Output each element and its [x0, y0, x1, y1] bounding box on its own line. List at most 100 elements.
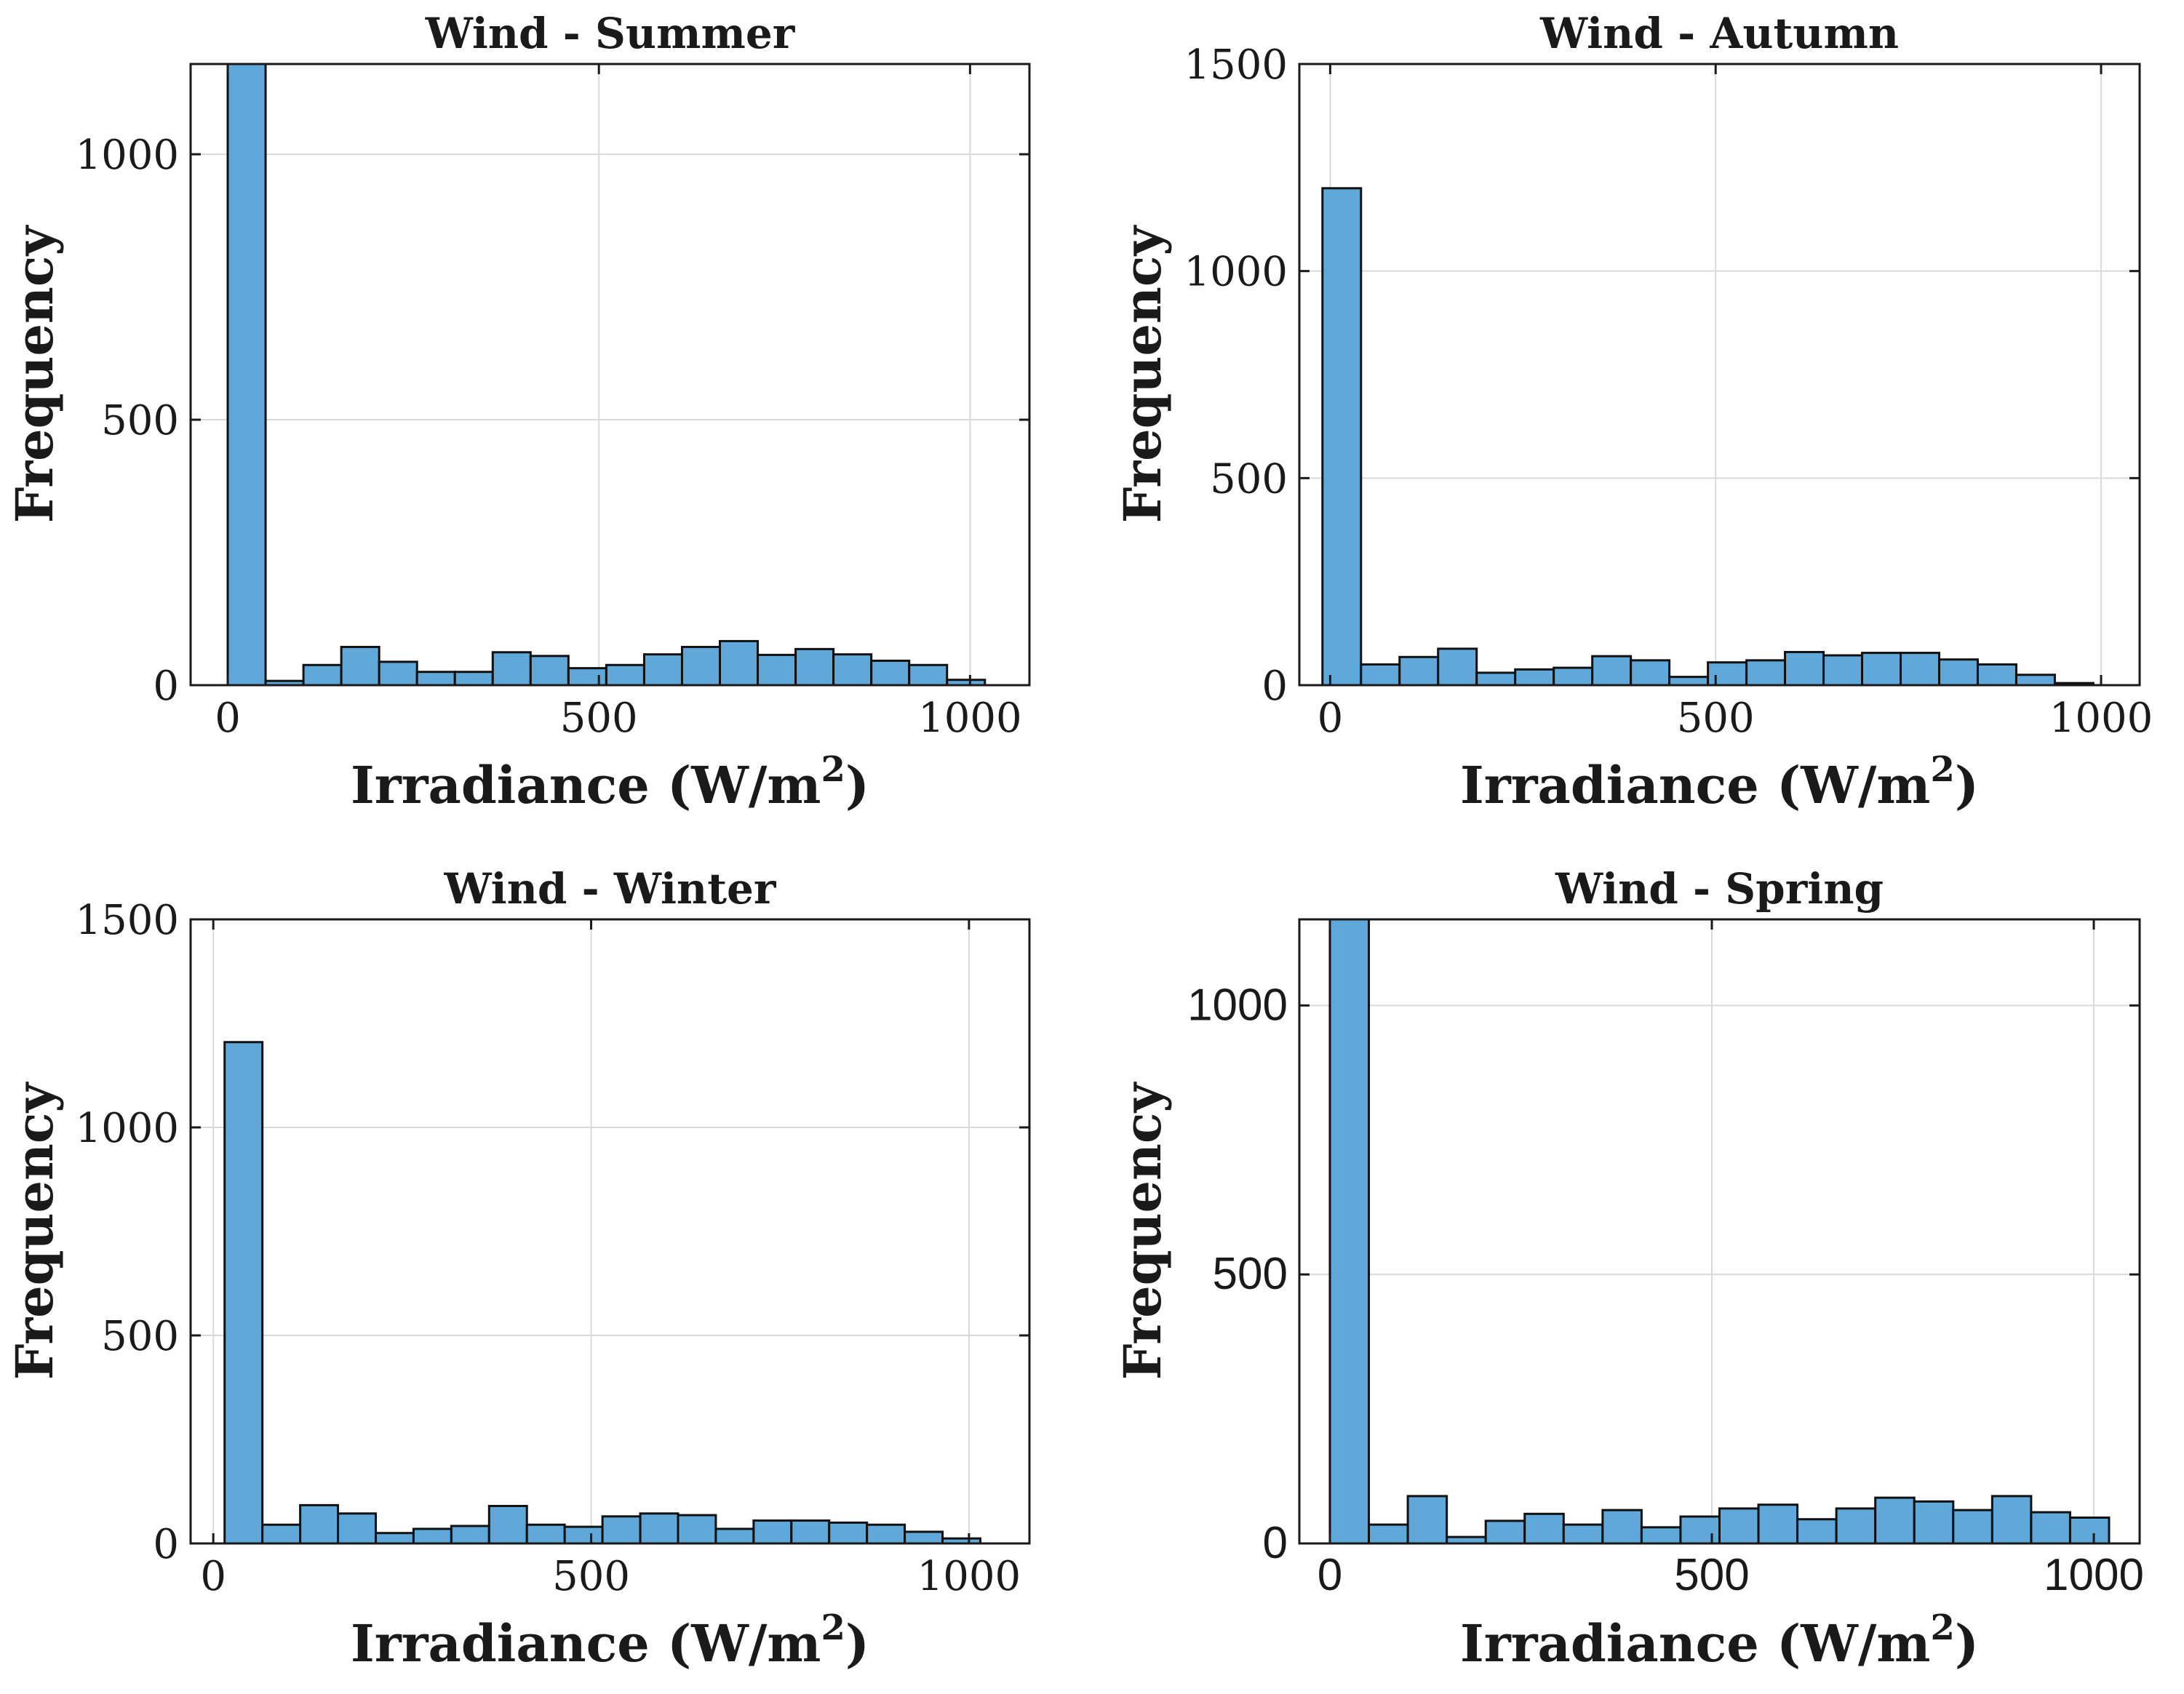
histogram-bar [378, 660, 418, 685]
histogram-bar [1601, 1509, 1643, 1543]
histogram-bar [904, 1530, 944, 1543]
histogram-bar [1745, 659, 1787, 685]
y-tick-label: 500 [1213, 1249, 1288, 1299]
x-axis-label-sup: 2 [821, 1607, 845, 1648]
bars [223, 1041, 981, 1543]
x-tick-label: 1000 [917, 1553, 1021, 1600]
x-tick-label: 0 [1318, 695, 1344, 742]
x-tick-label: 1000 [918, 695, 1022, 742]
histogram-bar [261, 1523, 302, 1543]
histogram-bar [1990, 1495, 2033, 1543]
y-axis-label: Frequency [1112, 224, 1173, 523]
x-axis-label-close: ) [1955, 755, 1979, 815]
y-tick-label: 1000 [75, 132, 179, 179]
histogram-bar [642, 653, 683, 685]
histogram-bar [340, 645, 380, 685]
x-axis-label-sup: 2 [1931, 749, 1955, 790]
histogram-bar [866, 1523, 906, 1543]
histogram-bar [1835, 1507, 1877, 1543]
histogram-bar [1757, 1503, 1799, 1543]
x-tick-label: 0 [1318, 1550, 1342, 1600]
x-axis-label: Irradiance (W/m2) [351, 1607, 869, 1674]
bars [226, 64, 987, 685]
y-tick-label: 1000 [1184, 249, 1288, 296]
histogram-bar [529, 655, 570, 685]
y-axis-label: Frequency [4, 1081, 65, 1380]
histogram-bar [790, 1519, 831, 1543]
x-axis-label: Irradiance (W/m2) [1460, 1607, 1979, 1674]
x-axis-label: Irradiance (W/m2) [1460, 749, 1979, 815]
histogram-bar [908, 663, 949, 685]
x-axis-label: Irradiance (W/m2) [351, 749, 869, 815]
histogram-bar [757, 653, 797, 685]
histogram-bar [1796, 1518, 1838, 1543]
x-tick-label: 500 [552, 1553, 630, 1600]
histogram-bar [491, 651, 532, 685]
chart-panel-4: 0 500 1000 0 500 1000 Wind - Spring Irradiance … [1112, 864, 2144, 1674]
histogram-bar [832, 653, 873, 685]
histogram-bar [601, 1515, 642, 1543]
y-axis-label: Frequency [4, 224, 65, 523]
x-axis-label-sup: 2 [1931, 1607, 1955, 1648]
y-tick-label: 0 [153, 1521, 179, 1568]
x-tick-label: 500 [560, 695, 638, 742]
histogram-bar [1630, 659, 1671, 685]
histogram-bar [1368, 1523, 1409, 1543]
histogram-bar [1913, 1500, 1955, 1543]
y-tick-label: 500 [101, 1313, 179, 1360]
histogram-bar [1679, 1515, 1721, 1543]
y-tick-label: 1000 [1187, 980, 1288, 1030]
chart-panel-2: 0 500 1000 0 500 1000 1500 Wind - Autumn Irradia… [1112, 9, 2153, 815]
x-axis-label-close: ) [1955, 1613, 1979, 1674]
x-axis-label-close: ) [845, 755, 869, 815]
histogram-bar [714, 1527, 755, 1543]
histogram-bar [1406, 1495, 1448, 1543]
x-tick-label: 500 [1674, 1550, 1749, 1600]
histogram-bar [2014, 674, 2056, 685]
histogram-bar [677, 1514, 717, 1543]
histogram-bar [525, 1523, 566, 1543]
histogram-bar [1328, 919, 1371, 1543]
histogram-bar [1523, 1512, 1565, 1543]
x-tick-label: 1000 [2044, 1550, 2144, 1600]
histogram-bar [1976, 663, 2017, 685]
x-tick-label: 0 [200, 1553, 226, 1600]
histogram-bar [1937, 658, 1979, 685]
histogram-bar [752, 1519, 793, 1543]
histogram-bar [1900, 652, 1940, 685]
histogram-bar [828, 1521, 869, 1543]
x-axis-label-text: Irradiance (W/m [1460, 755, 1931, 815]
histogram-bar [1360, 663, 1401, 685]
histogram-bar [415, 671, 456, 685]
histogram-bar [1514, 668, 1555, 685]
histogram-bar [1668, 676, 1710, 685]
axes-frame [189, 918, 1031, 1545]
y-tick-label: 500 [1210, 455, 1288, 503]
histogram-bar [567, 667, 607, 685]
y-tick-label: 0 [1262, 663, 1288, 710]
y-tick-label: 500 [101, 397, 179, 444]
y-axis-label: Frequency [1112, 1081, 1173, 1380]
y-tick-label: 1500 [75, 897, 179, 944]
histogram-bar [374, 1532, 415, 1543]
y-tick-label: 1000 [75, 1105, 179, 1152]
axes-frame [1298, 63, 2141, 687]
x-axis-label-sup: 2 [821, 749, 845, 790]
histogram-bar [450, 1525, 490, 1543]
y-tick-label: 0 [1263, 1518, 1288, 1568]
axes-frame [1298, 918, 2141, 1545]
chart-panel-3: 0 500 1000 0 500 1000 1500 Wind - Winter Irradia… [4, 864, 1031, 1674]
x-tick-label: 1000 [2049, 695, 2153, 742]
histogram-bar [337, 1512, 377, 1543]
bars [1328, 919, 2111, 1543]
x-axis-label-text: Irradiance (W/m [351, 755, 821, 815]
histogram-bar [1640, 1526, 1682, 1543]
x-tick-label: 0 [215, 695, 241, 742]
histogram-bar [1553, 666, 1594, 685]
histogram-bar [453, 671, 494, 685]
histogram-bar [1591, 655, 1633, 685]
x-tick-label: 500 [1677, 695, 1755, 742]
x-axis-label-text: Irradiance (W/m [351, 1613, 821, 1674]
histogram-bar [794, 647, 835, 685]
histogram-bar [1707, 661, 1748, 685]
